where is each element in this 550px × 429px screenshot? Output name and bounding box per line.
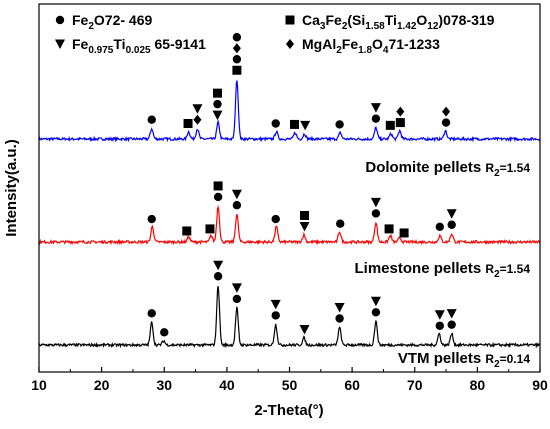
triangle-down-marker: [334, 302, 345, 313]
circle-marker: [371, 114, 381, 123]
square-marker: [290, 119, 300, 129]
circle-marker: [232, 294, 242, 304]
x-tick-label: 70: [407, 377, 423, 393]
x-tick-label: 80: [470, 377, 486, 393]
circle-marker: [232, 55, 242, 64]
series-label-2: VTM pellets R2=0.14: [398, 350, 530, 370]
circle-marker: [335, 120, 344, 129]
triangle-down-marker: [231, 283, 242, 293]
square-marker: [300, 210, 310, 220]
square-marker: [399, 228, 409, 238]
legend-entry-fe2o3: Fe2O72- 469: [72, 12, 152, 32]
circle-marker: [335, 314, 344, 323]
triangle-down-marker: [299, 221, 310, 232]
circle-marker: [232, 33, 242, 42]
series-label-1: Limestone pellets R2=1.54: [355, 260, 531, 280]
circle-marker: [147, 115, 156, 124]
x-tick-label: 50: [282, 377, 298, 393]
circle-marker: [213, 272, 223, 281]
triangle-down-marker: [270, 299, 281, 310]
x-tick-label: 20: [94, 377, 110, 393]
circle-marker: [271, 119, 280, 128]
circle-marker: [447, 320, 456, 329]
triangle-down-marker: [192, 104, 203, 114]
circle-marker: [147, 214, 156, 224]
legend-entry-feti: Fe0.975Ti0.025 65-9141: [72, 36, 206, 56]
diamond-marker: [193, 114, 202, 125]
triangle-down-marker: [370, 296, 381, 307]
legend-square-icon: [285, 15, 295, 25]
series-line-1: [38, 204, 540, 246]
x-tick-label: 90: [532, 377, 548, 393]
triangle-down-marker: [300, 120, 311, 131]
circle-marker: [371, 209, 381, 218]
triangle-down-marker: [446, 209, 457, 219]
x-tick-label: 10: [31, 377, 47, 393]
circle-marker: [271, 214, 280, 224]
peak-marker-layer: [147, 33, 457, 337]
circle-marker: [213, 99, 222, 109]
triangle-down-marker: [212, 110, 223, 121]
triangle-down-marker: [434, 310, 445, 320]
series-labels: Dolomite pellets R2=1.54 Limestone pellet…: [355, 159, 531, 370]
triangle-down-marker: [446, 309, 457, 319]
x-tick-label: 30: [156, 377, 172, 393]
legend-entry-ca3fe2: Ca3Fe2(Si1.58Ti1.42O12)078-319: [302, 12, 495, 32]
x-tick-label: 40: [219, 377, 235, 393]
series-line-0: [38, 80, 541, 143]
circle-marker: [213, 192, 223, 202]
triangle-down-marker: [370, 103, 381, 113]
circle-marker: [336, 219, 345, 228]
circle-marker: [435, 222, 444, 232]
circle-marker: [371, 308, 381, 317]
circle-marker: [232, 200, 242, 210]
legend-triangle-icon: [55, 39, 65, 49]
triangle-down-marker: [299, 324, 310, 335]
square-marker: [213, 181, 223, 191]
x-axis-label: 2-Theta(°): [254, 402, 323, 419]
diamond-marker: [396, 106, 405, 117]
plot-frame: [38, 3, 541, 373]
x-tick-label: 60: [344, 377, 360, 393]
square-marker: [183, 118, 193, 128]
diamond-marker: [232, 43, 241, 54]
triangle-down-marker: [231, 189, 242, 200]
legend-circle-icon: [55, 15, 65, 25]
y-axis-label: Intensity(a.u.): [3, 139, 20, 237]
triangle-down-marker: [213, 260, 224, 271]
square-marker: [384, 224, 394, 234]
circle-marker: [147, 309, 156, 318]
square-marker: [395, 118, 405, 128]
x-axis-ticks: 10 20 30 40 50 60 70 80 90: [31, 367, 548, 393]
circle-marker: [435, 321, 444, 330]
legend-diamond-icon: [286, 39, 294, 49]
square-marker: [385, 120, 395, 130]
circle-marker: [160, 328, 169, 337]
square-marker: [182, 226, 192, 236]
series-line-2: [38, 286, 541, 349]
circle-marker: [441, 118, 451, 127]
legend-entry-mgal2: MgAl2Fe1.8O471-1233: [302, 36, 440, 56]
circle-marker: [447, 220, 456, 229]
square-marker: [212, 88, 222, 98]
diamond-marker: [442, 106, 451, 117]
circle-marker: [271, 311, 280, 320]
series-layer: [38, 80, 541, 349]
square-marker: [232, 65, 242, 75]
triangle-down-marker: [370, 197, 381, 208]
series-label-0: Dolomite pellets R2=1.54: [365, 159, 530, 179]
square-marker: [205, 224, 215, 234]
legend: Fe2O72- 469 Fe0.975Ti0.025 65-9141 Ca3Fe2(…: [55, 12, 495, 56]
